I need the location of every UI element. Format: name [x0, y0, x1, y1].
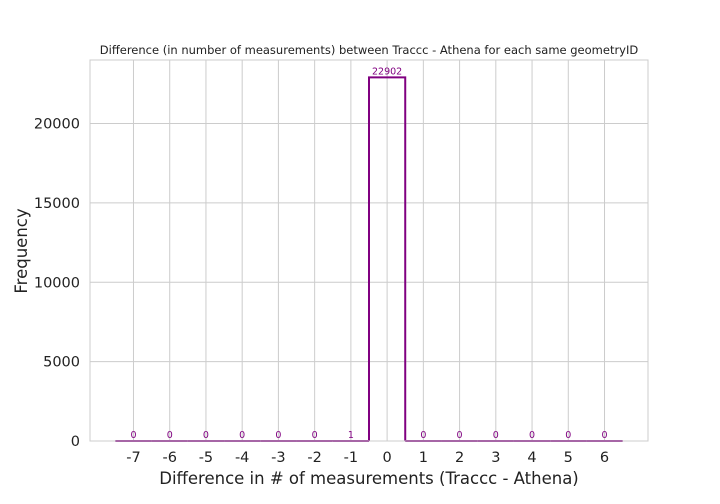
bar-0	[368, 76, 407, 441]
y-tick-labels: 0 5000 10000 15000 20000	[34, 117, 80, 451]
x-tick-label--6: -6	[162, 450, 176, 466]
x-tick-label-3: 3	[491, 450, 500, 466]
y-tick-label-5000: 5000	[43, 355, 80, 371]
bars	[115, 76, 623, 442]
y-axis-label: Frequency	[12, 208, 31, 293]
y-tick-label-10000: 10000	[34, 275, 80, 291]
data-label--4: 0	[239, 430, 245, 441]
data-labels: 0 0 0 0 0 0 1 22902 0 0 0 0 0 0	[130, 66, 607, 441]
x-tick-labels: -7 -6 -5 -4 -3 -2 -1 0 1 2 3 4 5 6	[126, 450, 609, 466]
data-label--2: 0	[312, 430, 318, 441]
data-label-4: 0	[529, 430, 535, 441]
x-tick-label--1: -1	[344, 450, 358, 466]
plot-frame	[89, 59, 649, 442]
x-tick-label--4: -4	[235, 450, 249, 466]
y-tick-label-15000: 15000	[34, 196, 80, 212]
x-axis-label: Difference in # of measurements (Traccc …	[159, 469, 579, 488]
x-tick-label-2: 2	[455, 450, 464, 466]
x-tick-label-6: 6	[600, 450, 609, 466]
data-label--3: 0	[275, 430, 281, 441]
x-tick-label--5: -5	[199, 450, 213, 466]
x-tick-label--7: -7	[126, 450, 140, 466]
data-label--6: 0	[167, 430, 173, 441]
x-tick-label-5: 5	[564, 450, 573, 466]
chart-title: Difference (in number of measurements) b…	[100, 43, 639, 57]
data-label-6: 0	[601, 430, 607, 441]
data-label-3: 0	[493, 430, 499, 441]
data-label-2: 0	[457, 430, 463, 441]
y-tick-label-0: 0	[71, 434, 80, 450]
data-label-5: 0	[565, 430, 571, 441]
x-tick-label--2: -2	[307, 450, 321, 466]
x-tick-label-1: 1	[419, 450, 428, 466]
x-tick-label--3: -3	[271, 450, 285, 466]
x-tick-label-0: 0	[382, 450, 391, 466]
data-label-0: 22902	[372, 66, 402, 77]
data-label--5: 0	[203, 430, 209, 441]
y-tick-label-20000: 20000	[34, 117, 80, 133]
x-tick-label-4: 4	[527, 450, 536, 466]
data-label--1: 1	[348, 430, 354, 441]
data-label--7: 0	[130, 430, 136, 441]
data-label-1: 0	[420, 430, 426, 441]
